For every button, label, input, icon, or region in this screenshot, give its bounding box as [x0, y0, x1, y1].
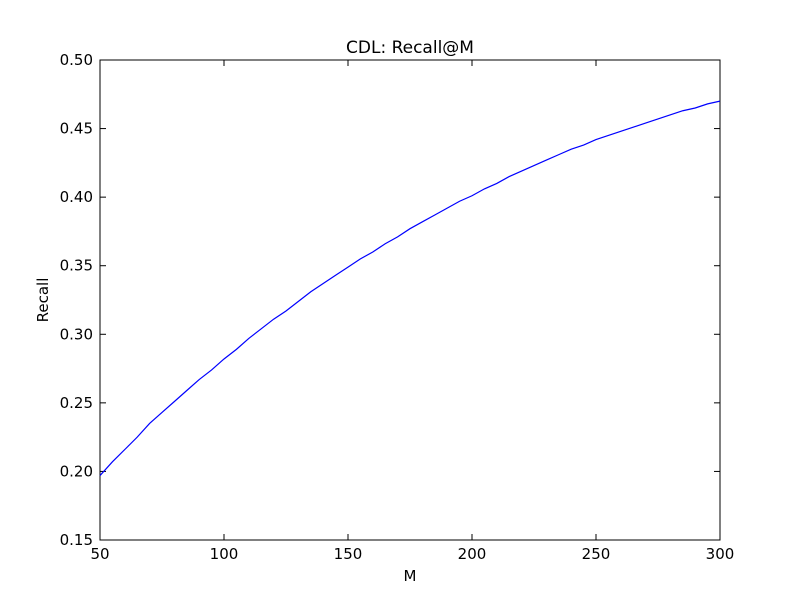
x-axis-label: M: [404, 567, 417, 585]
series-line: [99, 100, 721, 476]
y-tick-label: 0.20: [60, 462, 93, 480]
x-tick-label: 250: [582, 545, 611, 563]
plot-frame: [99, 59, 721, 541]
y-tick-label: 0.25: [60, 394, 93, 412]
y-axis-label: Recall: [34, 278, 52, 323]
y-tick-label: 0.50: [60, 51, 93, 69]
y-tick-label: 0.35: [60, 257, 93, 275]
x-tick-label: 100: [210, 545, 239, 563]
y-tick-label: 0.15: [60, 531, 93, 549]
y-tick-label: 0.30: [60, 325, 93, 343]
plot-area: 50 100 150 200 250 300 0.15 0.20 0.25 0.30 0.35 0.4…: [60, 51, 735, 563]
x-tick-label: 50: [90, 545, 109, 563]
x-tick-label: 200: [458, 545, 487, 563]
x-tick-label: 150: [334, 545, 363, 563]
y-tick-label: 0.45: [60, 120, 93, 138]
chart-title: CDL: Recall@M: [346, 38, 474, 58]
y-tick-label: 0.40: [60, 188, 93, 206]
x-tick-label: 300: [706, 545, 735, 563]
